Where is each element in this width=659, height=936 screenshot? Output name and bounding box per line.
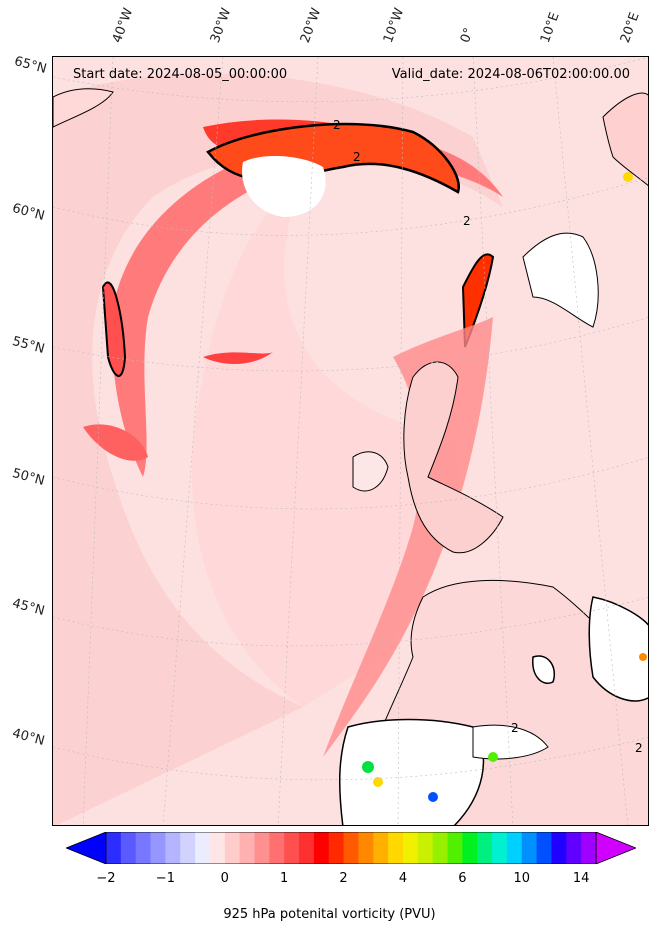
colorbar-segment [506, 832, 523, 864]
colorbar-segment [373, 832, 389, 864]
map-panel: 2 2 2 2 2 Start date: 2024-08-05_00:00:0… [52, 56, 649, 826]
longitude-label: 20°W [297, 6, 325, 45]
latitude-label: 45°N [10, 596, 47, 619]
longitude-label: 20°E [617, 10, 643, 46]
colorbar-segment [195, 832, 211, 864]
longitude-label: 10°E [537, 10, 563, 46]
latitude-label: 65°N [12, 54, 49, 77]
latitude-label: 50°N [10, 466, 47, 489]
colorbar-segment [209, 832, 226, 864]
colorbar-tick-label: 2 [339, 871, 348, 886]
colorbar-segment [521, 832, 538, 864]
colorbar-segment [106, 832, 122, 864]
pv-field-map: 2 2 2 2 2 [53, 57, 648, 825]
colorbar-tick-label: 14 [572, 871, 590, 886]
colorbar-tick-label: −1 [155, 871, 175, 886]
colorbar-segment [447, 832, 463, 864]
contour-label: 2 [333, 118, 341, 132]
colorbar-segment [299, 832, 315, 864]
colorbar-segment [566, 832, 582, 864]
colorbar-segment [254, 832, 270, 864]
colorbar-segment [551, 832, 567, 864]
colorbar-extend-high [595, 832, 636, 864]
colorbar-segment [180, 832, 196, 864]
colorbar-tick-label: 0 [220, 871, 229, 886]
colorbar-segment [224, 832, 241, 864]
colorbar-tick-label: 10 [513, 871, 531, 886]
colorbar-segment [284, 832, 300, 864]
latitude-label: 60°N [10, 201, 47, 224]
colorbar-segment [328, 832, 345, 864]
colorbar-segment [269, 832, 285, 864]
colorbar-segment [358, 832, 374, 864]
colorbar-segment [150, 832, 166, 864]
colorbar [66, 832, 636, 864]
colorbar-segment [536, 832, 552, 864]
colorbar-segment [239, 832, 255, 864]
colorbar-segment [388, 832, 404, 864]
colorbar-extend-low [66, 832, 107, 864]
colorbar-segment [402, 832, 419, 864]
colorbar-tick-label: 1 [280, 871, 289, 886]
start-date-label: Start date: 2024-08-05_00:00:00 [73, 67, 288, 82]
latitude-label: 40°N [10, 726, 47, 749]
colorbar-segment [165, 832, 181, 864]
colorbar-segment [581, 832, 597, 864]
colorbar-segment [492, 832, 508, 864]
colorbar-label: 925 hPa potenital vorticity (PVU) [223, 907, 436, 922]
valid-date-label: Valid_date: 2024-08-06T02:00:00.00 [391, 67, 630, 82]
contour-label: 2 [635, 741, 643, 755]
colorbar-segment [477, 832, 493, 864]
contour-label: 2 [353, 150, 361, 164]
colorbar-tick-label: −2 [96, 871, 116, 886]
colorbar-segment [432, 832, 449, 864]
latitude-label: 55°N [10, 334, 47, 357]
colorbar-segment [343, 832, 359, 864]
colorbar-segment [120, 832, 137, 864]
contour-label: 2 [463, 214, 471, 228]
longitude-label: 30°W [207, 6, 235, 45]
longitude-label: 10°W [380, 6, 408, 45]
contour-label: 2 [511, 721, 519, 735]
colorbar-segment [135, 832, 152, 864]
longitude-label: 0° [457, 25, 478, 45]
colorbar-segment [462, 832, 478, 864]
colorbar-segment [313, 832, 330, 864]
colorbar-segment [417, 832, 434, 864]
colorbar-tick-label: 4 [398, 871, 408, 886]
colorbar-tick-label: 6 [458, 871, 467, 886]
longitude-label: 40°W [109, 6, 137, 45]
